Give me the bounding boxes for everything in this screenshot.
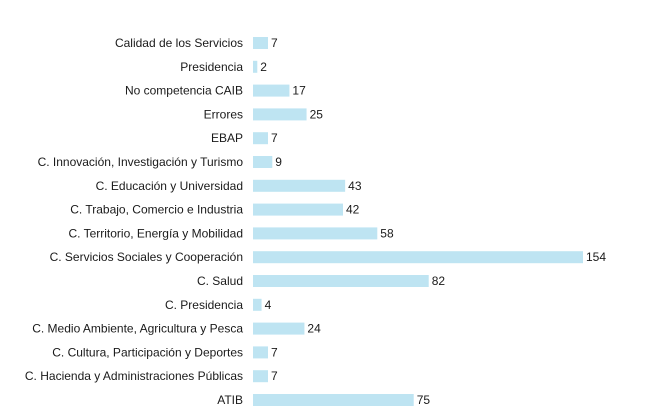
category-labels: Calidad de los Servicios Presidencia No co… (25, 36, 243, 407)
bar-atib (253, 394, 414, 406)
bar-c-hacienda-y-administraciones-publicas (253, 370, 268, 383)
bar-c-medio-ambiente-agricultura-y-pesca (253, 322, 305, 335)
category-label-calidad-de-los-servicios: Calidad de los Servicios (115, 36, 243, 50)
category-label-c-territorio-energia-y-mobilidad: C. Territorio, Energía y Mobilidad (68, 226, 243, 240)
value-label-c-hacienda-y-administraciones-publicas: 7 (271, 369, 278, 383)
bar-ebap (253, 132, 268, 145)
value-label-errores: 25 (310, 107, 324, 121)
bar-c-servicios-sociales-y-cooperacion (253, 251, 583, 264)
category-label-atib: ATIB (217, 393, 243, 407)
bar-c-innovacion-investigacion-y-turismo (253, 156, 273, 168)
category-label-c-trabajo-comercio-e-industria: C. Trabajo, Comercio e Industria (70, 203, 243, 217)
value-label-c-salud: 82 (432, 274, 446, 288)
value-label-ebap: 7 (271, 131, 278, 145)
bar-calidad-de-los-servicios (253, 37, 268, 49)
category-label-presidencia: Presidencia (180, 60, 243, 74)
category-label-c-cultura-participacion-y-deportes: C. Cultura, Participación y Deportes (52, 345, 243, 359)
category-label-c-hacienda-y-administraciones-publicas: C. Hacienda y Administraciones Públicas (25, 369, 243, 383)
category-label-c-salud: C. Salud (197, 274, 243, 288)
value-label-atib: 75 (417, 393, 431, 407)
value-label-c-medio-ambiente-agricultura-y-pesca: 24 (307, 322, 321, 336)
value-label-c-territorio-energia-y-mobilidad: 58 (380, 226, 394, 240)
bars (253, 37, 583, 406)
value-label-c-educacion-y-universidad: 43 (348, 179, 362, 193)
category-label-c-medio-ambiente-agricultura-y-pesca: C. Medio Ambiente, Agricultura y Pesca (32, 322, 243, 336)
bar-c-salud (253, 275, 429, 287)
value-label-c-servicios-sociales-y-cooperacion: 154 (586, 250, 606, 264)
category-label-c-educacion-y-universidad: C. Educación y Universidad (96, 179, 243, 193)
bar-presidencia (253, 60, 258, 73)
category-label-c-presidencia: C. Presidencia (165, 298, 243, 312)
bar-errores (253, 108, 307, 121)
bar-c-cultura-participacion-y-deportes (253, 346, 268, 359)
category-label-c-innovacion-investigacion-y-turismo: C. Innovación, Investigación y Turismo (38, 155, 244, 169)
value-label-presidencia: 2 (260, 60, 267, 74)
category-label-no-competencia-caib: No competencia CAIB (125, 84, 243, 98)
value-label-calidad-de-los-servicios: 7 (271, 36, 278, 50)
value-label-c-innovacion-investigacion-y-turismo: 9 (275, 155, 282, 169)
value-label-c-presidencia: 4 (265, 298, 272, 312)
category-label-errores: Errores (204, 107, 243, 121)
category-label-ebap: EBAP (211, 131, 243, 145)
value-label-c-trabajo-comercio-e-industria: 42 (346, 203, 360, 217)
category-label-c-servicios-sociales-y-cooperacion: C. Servicios Sociales y Cooperación (50, 250, 243, 264)
value-label-c-cultura-participacion-y-deportes: 7 (271, 345, 278, 359)
bar-c-presidencia (253, 298, 262, 311)
bar-no-competencia-caib (253, 84, 290, 97)
value-label-no-competencia-caib: 17 (292, 84, 306, 98)
bar-c-educacion-y-universidad (253, 179, 346, 192)
bar-c-territorio-energia-y-mobilidad (253, 227, 378, 240)
bar-c-trabajo-comercio-e-industria (253, 203, 343, 216)
